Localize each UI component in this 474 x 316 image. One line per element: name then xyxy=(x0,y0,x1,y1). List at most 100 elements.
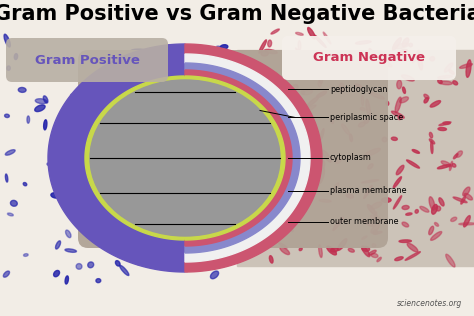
Ellipse shape xyxy=(269,136,283,148)
Ellipse shape xyxy=(358,122,365,127)
Ellipse shape xyxy=(128,199,133,202)
Ellipse shape xyxy=(291,228,293,232)
Text: sciencenotes.org: sciencenotes.org xyxy=(397,299,462,308)
Ellipse shape xyxy=(147,131,155,139)
Ellipse shape xyxy=(115,102,121,109)
Ellipse shape xyxy=(449,161,453,171)
Ellipse shape xyxy=(453,197,467,203)
Ellipse shape xyxy=(183,49,188,53)
Ellipse shape xyxy=(8,213,13,216)
Ellipse shape xyxy=(336,158,341,163)
Ellipse shape xyxy=(395,97,401,113)
Ellipse shape xyxy=(14,54,18,59)
Ellipse shape xyxy=(364,148,381,156)
Ellipse shape xyxy=(138,191,145,198)
Ellipse shape xyxy=(464,216,470,227)
Ellipse shape xyxy=(371,202,382,209)
Ellipse shape xyxy=(70,58,74,63)
Ellipse shape xyxy=(47,163,51,166)
Ellipse shape xyxy=(71,94,79,99)
Ellipse shape xyxy=(321,54,331,69)
Ellipse shape xyxy=(215,256,222,261)
Ellipse shape xyxy=(409,43,412,47)
Ellipse shape xyxy=(261,241,267,247)
Ellipse shape xyxy=(215,163,218,169)
Ellipse shape xyxy=(296,32,303,35)
Ellipse shape xyxy=(262,178,277,185)
Ellipse shape xyxy=(371,215,381,221)
Ellipse shape xyxy=(394,43,409,49)
Ellipse shape xyxy=(278,243,287,248)
Ellipse shape xyxy=(258,86,265,97)
Ellipse shape xyxy=(330,120,334,124)
Ellipse shape xyxy=(69,165,80,171)
Ellipse shape xyxy=(368,164,373,169)
Ellipse shape xyxy=(185,250,194,257)
Ellipse shape xyxy=(7,66,10,70)
Ellipse shape xyxy=(257,174,264,185)
Ellipse shape xyxy=(214,71,217,75)
Ellipse shape xyxy=(206,230,213,235)
Ellipse shape xyxy=(88,262,94,268)
Ellipse shape xyxy=(398,116,401,119)
Ellipse shape xyxy=(157,117,169,125)
Ellipse shape xyxy=(250,142,256,147)
Ellipse shape xyxy=(268,40,272,47)
Ellipse shape xyxy=(361,180,379,183)
Polygon shape xyxy=(185,70,292,246)
Ellipse shape xyxy=(288,159,297,167)
Ellipse shape xyxy=(362,246,370,251)
Ellipse shape xyxy=(255,101,261,110)
Ellipse shape xyxy=(366,99,370,117)
Ellipse shape xyxy=(219,112,222,115)
Ellipse shape xyxy=(55,241,61,249)
Ellipse shape xyxy=(429,139,435,144)
Ellipse shape xyxy=(334,183,339,191)
Ellipse shape xyxy=(127,206,129,217)
Ellipse shape xyxy=(399,240,411,242)
Ellipse shape xyxy=(301,162,309,170)
Ellipse shape xyxy=(264,49,277,54)
Ellipse shape xyxy=(137,252,141,265)
Ellipse shape xyxy=(367,205,376,215)
Ellipse shape xyxy=(150,82,159,84)
Ellipse shape xyxy=(337,239,347,250)
Ellipse shape xyxy=(392,111,404,118)
Polygon shape xyxy=(185,76,285,240)
Ellipse shape xyxy=(317,159,322,163)
Ellipse shape xyxy=(293,84,298,89)
Ellipse shape xyxy=(131,49,145,52)
FancyBboxPatch shape xyxy=(6,38,168,82)
Ellipse shape xyxy=(23,183,27,186)
Ellipse shape xyxy=(369,92,384,99)
Ellipse shape xyxy=(395,257,403,261)
Ellipse shape xyxy=(210,163,217,174)
Polygon shape xyxy=(85,76,185,240)
Ellipse shape xyxy=(217,46,228,53)
Ellipse shape xyxy=(51,193,60,198)
Text: Gram Negative: Gram Negative xyxy=(313,52,425,64)
Ellipse shape xyxy=(58,187,64,192)
Ellipse shape xyxy=(295,48,307,61)
Ellipse shape xyxy=(144,52,157,58)
Ellipse shape xyxy=(278,206,283,213)
Text: plasma membrane: plasma membrane xyxy=(330,186,407,195)
Ellipse shape xyxy=(339,83,344,93)
Bar xyxy=(237,50,474,266)
Ellipse shape xyxy=(402,87,405,94)
Ellipse shape xyxy=(318,67,329,75)
Ellipse shape xyxy=(382,198,391,202)
Ellipse shape xyxy=(250,234,258,244)
Ellipse shape xyxy=(267,110,273,124)
Ellipse shape xyxy=(271,29,279,34)
Ellipse shape xyxy=(393,177,401,188)
FancyBboxPatch shape xyxy=(282,36,456,80)
Ellipse shape xyxy=(27,116,29,123)
Ellipse shape xyxy=(210,163,217,170)
Ellipse shape xyxy=(440,81,452,85)
Ellipse shape xyxy=(343,72,346,79)
Ellipse shape xyxy=(362,246,370,257)
Polygon shape xyxy=(48,44,185,272)
Ellipse shape xyxy=(121,200,130,207)
Ellipse shape xyxy=(439,122,451,126)
